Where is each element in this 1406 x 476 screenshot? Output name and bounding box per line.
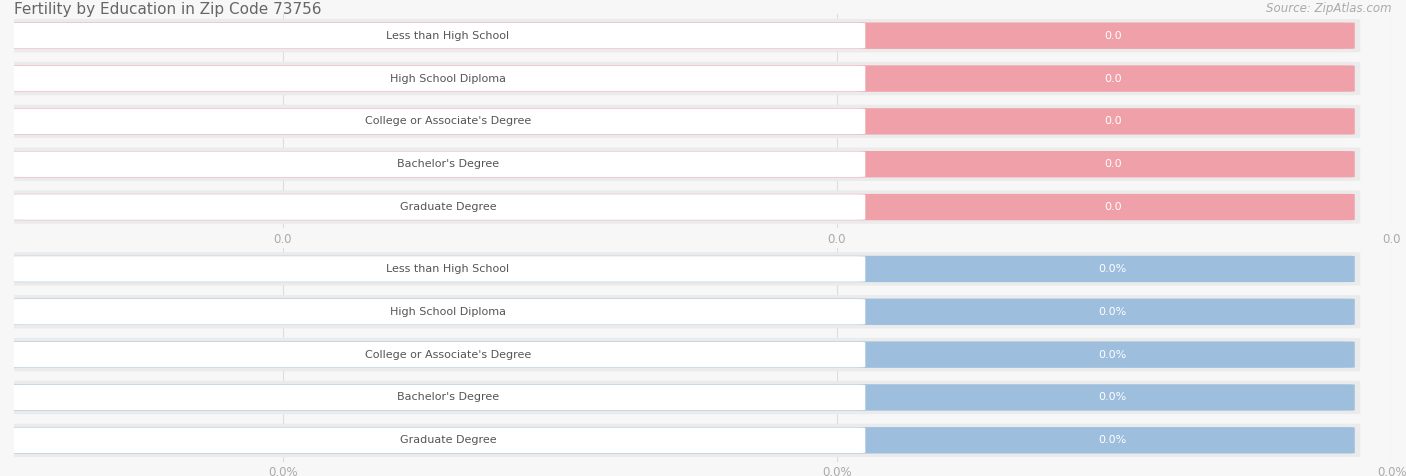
Text: College or Associate's Degree: College or Associate's Degree [364, 349, 531, 360]
FancyBboxPatch shape [11, 109, 865, 134]
FancyBboxPatch shape [4, 19, 1360, 52]
FancyBboxPatch shape [11, 23, 865, 49]
FancyBboxPatch shape [4, 105, 1360, 138]
FancyBboxPatch shape [10, 341, 1355, 368]
FancyBboxPatch shape [4, 190, 1360, 224]
FancyBboxPatch shape [4, 295, 1360, 328]
Text: Less than High School: Less than High School [387, 264, 509, 274]
Text: 0.0%: 0.0% [1098, 435, 1126, 446]
Text: Bachelor's Degree: Bachelor's Degree [396, 159, 499, 169]
Text: High School Diploma: High School Diploma [389, 73, 506, 84]
FancyBboxPatch shape [11, 66, 865, 91]
FancyBboxPatch shape [10, 256, 1355, 282]
Text: Bachelor's Degree: Bachelor's Degree [396, 392, 499, 403]
FancyBboxPatch shape [11, 256, 865, 282]
Text: 0.0%: 0.0% [1098, 392, 1126, 403]
Text: Graduate Degree: Graduate Degree [399, 435, 496, 446]
Text: 0.0%: 0.0% [1098, 349, 1126, 360]
FancyBboxPatch shape [10, 108, 1355, 135]
FancyBboxPatch shape [10, 384, 1355, 411]
FancyBboxPatch shape [4, 148, 1360, 181]
FancyBboxPatch shape [11, 151, 865, 177]
FancyBboxPatch shape [10, 65, 1355, 92]
Text: 0.0: 0.0 [1104, 159, 1122, 169]
FancyBboxPatch shape [11, 342, 865, 367]
Text: 0.0%: 0.0% [1098, 264, 1126, 274]
FancyBboxPatch shape [11, 299, 865, 325]
FancyBboxPatch shape [10, 298, 1355, 325]
Text: 0.0: 0.0 [1104, 202, 1122, 212]
FancyBboxPatch shape [10, 22, 1355, 49]
Text: Source: ZipAtlas.com: Source: ZipAtlas.com [1267, 2, 1392, 15]
FancyBboxPatch shape [10, 151, 1355, 178]
Text: 0.0: 0.0 [1104, 116, 1122, 127]
Text: 0.0: 0.0 [1104, 73, 1122, 84]
FancyBboxPatch shape [10, 194, 1355, 220]
Text: 0.0: 0.0 [1104, 30, 1122, 41]
Text: Fertility by Education in Zip Code 73756: Fertility by Education in Zip Code 73756 [14, 2, 322, 18]
FancyBboxPatch shape [10, 427, 1355, 454]
FancyBboxPatch shape [11, 385, 865, 410]
Text: 0.0%: 0.0% [1098, 307, 1126, 317]
FancyBboxPatch shape [4, 252, 1360, 286]
Text: High School Diploma: High School Diploma [389, 307, 506, 317]
Text: College or Associate's Degree: College or Associate's Degree [364, 116, 531, 127]
Text: Less than High School: Less than High School [387, 30, 509, 41]
FancyBboxPatch shape [4, 62, 1360, 95]
FancyBboxPatch shape [11, 427, 865, 453]
FancyBboxPatch shape [4, 381, 1360, 414]
FancyBboxPatch shape [11, 194, 865, 220]
FancyBboxPatch shape [4, 338, 1360, 371]
FancyBboxPatch shape [4, 424, 1360, 457]
Text: Graduate Degree: Graduate Degree [399, 202, 496, 212]
